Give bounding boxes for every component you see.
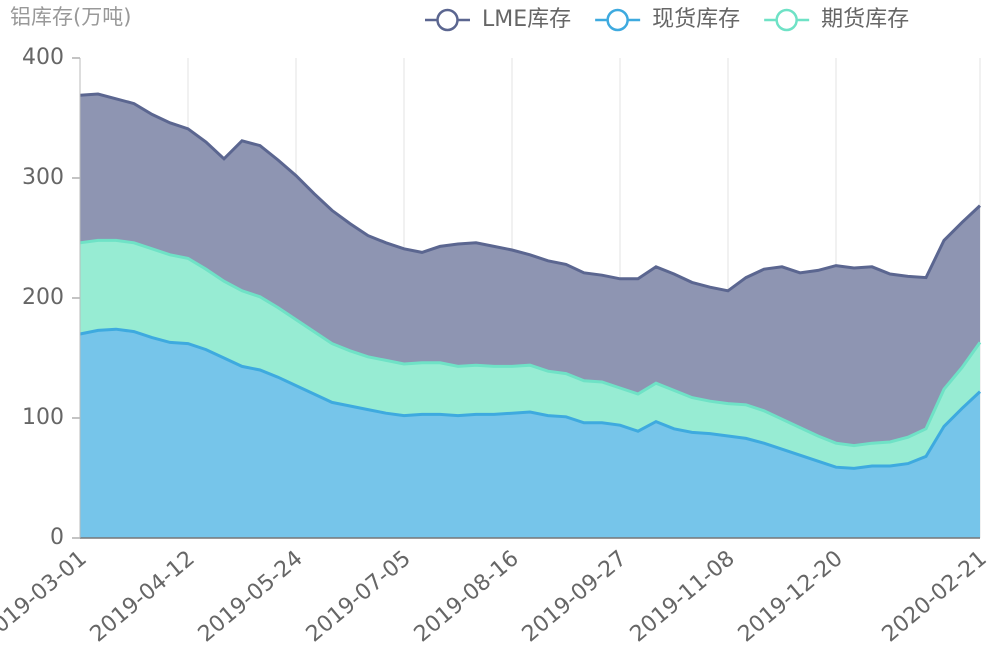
y-tick-label: 200 <box>22 285 64 310</box>
x-tick-label: 2019-08-16 <box>410 546 524 647</box>
legend-item: 期货库存 <box>764 7 909 32</box>
x-tick-label: 2019-09-27 <box>518 546 632 647</box>
x-tick-label: 2019-07-05 <box>302 546 416 647</box>
line <box>79 238 982 448</box>
legend-marker <box>436 8 459 32</box>
x-tick-label: 2019-05-24 <box>194 546 308 647</box>
y-tick-label: 100 <box>22 405 64 430</box>
y-axis-label: 铝库存(万吨) <box>10 5 131 29</box>
y-tick-label: 0 <box>50 525 64 550</box>
x-tick-label: 2019-12-20 <box>734 546 848 647</box>
legend-label: 期货库存 <box>821 7 909 32</box>
line <box>79 92 982 293</box>
legend-label: 现货库存 <box>652 7 740 32</box>
x-tick-label: 2019-11-08 <box>626 546 740 647</box>
area <box>80 329 980 538</box>
legend-item: 现货库存 <box>595 7 740 32</box>
legend-marker <box>606 8 629 32</box>
y-tick-label: 300 <box>22 165 64 190</box>
x-tick-label: 2019-03-01 <box>0 546 92 647</box>
y-tick-label: 400 <box>22 45 64 70</box>
legend-item: LME库存 <box>425 7 571 32</box>
x-tick-label: 2019-04-12 <box>86 546 200 647</box>
legend-marker <box>775 8 798 32</box>
legend-label: LME库存 <box>482 7 571 32</box>
line <box>79 327 982 470</box>
area <box>80 94 980 446</box>
x-tick-label: 2020-02-21 <box>878 546 992 647</box>
area <box>80 240 980 469</box>
